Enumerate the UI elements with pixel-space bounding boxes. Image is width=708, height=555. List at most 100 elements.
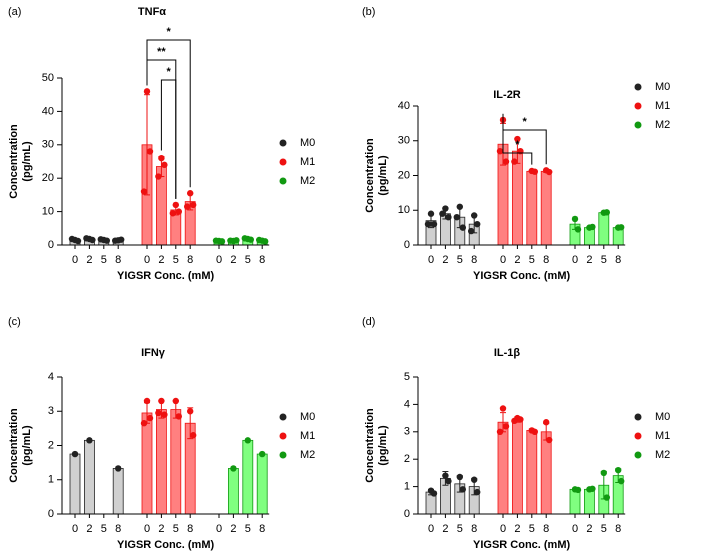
x-tick-label: 8 <box>615 523 621 535</box>
data-point <box>439 210 446 217</box>
data-point <box>531 168 538 175</box>
legend-marker <box>634 451 642 459</box>
x-axis-label: YIGSR Conc. (mM) <box>473 539 571 551</box>
legend-label: M0 <box>300 137 315 149</box>
legend-marker <box>279 158 287 166</box>
x-tick-label: 2 <box>86 254 92 266</box>
data-point <box>244 437 251 444</box>
bar <box>512 419 523 515</box>
legend-marker <box>279 413 287 421</box>
bar <box>227 468 239 515</box>
legend-label: M2 <box>300 449 315 461</box>
x-tick-label: 0 <box>572 254 578 266</box>
data-point <box>453 214 460 221</box>
data-point <box>247 236 254 243</box>
data-point <box>496 428 504 435</box>
y-tick-label: 10 <box>398 204 410 216</box>
x-tick-label: 0 <box>216 254 222 266</box>
legend-label: M1 <box>300 156 315 168</box>
data-point <box>511 417 518 425</box>
data-point <box>456 473 463 481</box>
y-tick-label: 3 <box>404 426 410 438</box>
data-point <box>74 237 82 245</box>
x-axis-label: YIGSR Conc. (mM) <box>117 539 215 551</box>
data-point <box>502 158 510 165</box>
panel-label: (b) <box>362 6 375 18</box>
x-tick-label: 8 <box>471 523 477 535</box>
data-point <box>471 212 478 219</box>
significance-label: * <box>515 139 520 151</box>
data-point <box>115 465 122 472</box>
x-tick-label: 5 <box>173 523 179 535</box>
legend-marker <box>279 432 287 440</box>
data-point <box>445 214 452 221</box>
data-point <box>603 209 610 216</box>
legend-marker <box>279 177 287 185</box>
data-point <box>169 210 176 217</box>
significance-bracket <box>146 39 191 188</box>
bar <box>540 170 552 246</box>
data-point <box>471 476 478 483</box>
data-point <box>140 188 148 195</box>
y-tick-label: 2 <box>404 453 410 465</box>
y-tick-label: 20 <box>42 172 54 184</box>
data-point <box>571 215 579 223</box>
x-tick-label: 2 <box>514 254 520 266</box>
x-tick-label: 0 <box>572 523 578 535</box>
data-point <box>424 220 432 228</box>
x-tick-label: 0 <box>428 254 434 266</box>
data-point <box>190 432 197 439</box>
x-tick-label: 0 <box>144 254 150 266</box>
data-point <box>543 419 550 426</box>
legend-label: M0 <box>655 81 670 93</box>
bar <box>598 212 610 246</box>
x-tick-label: 5 <box>173 254 179 266</box>
significance-label: * <box>166 66 171 78</box>
y-tick-label: 30 <box>398 135 410 147</box>
data-point <box>86 437 93 444</box>
data-point <box>146 414 154 422</box>
data-point <box>574 486 582 494</box>
chart-title: IFNγ <box>141 347 166 359</box>
data-point <box>89 236 96 244</box>
y-axis-label: Concentration(pg/mL) <box>364 408 389 483</box>
data-point <box>502 423 510 430</box>
data-point <box>256 236 263 244</box>
panel-label: (a) <box>8 6 21 18</box>
y-tick-label: 4 <box>48 371 54 383</box>
x-tick-label: 8 <box>187 254 193 266</box>
x-tick-label: 2 <box>586 523 592 535</box>
bar <box>584 488 595 515</box>
legend-marker <box>279 451 287 459</box>
bar <box>112 468 124 515</box>
legend-marker <box>634 83 642 91</box>
significance-bracket <box>160 79 177 199</box>
data-point <box>589 223 596 231</box>
y-axis-label-line: Concentration <box>364 408 376 483</box>
data-point <box>68 235 76 243</box>
data-point <box>143 397 151 405</box>
data-point <box>161 411 168 418</box>
data-point <box>496 147 504 155</box>
x-tick-label: 5 <box>529 254 535 266</box>
data-point <box>190 201 197 209</box>
legend-marker <box>634 102 642 110</box>
data-point <box>456 203 463 210</box>
x-tick-label: 0 <box>216 523 222 535</box>
legend-label: M0 <box>300 411 315 423</box>
y-tick-label: 0 <box>404 508 410 520</box>
x-tick-label: 0 <box>500 254 506 266</box>
x-tick-label: 5 <box>245 523 251 535</box>
x-tick-label: 8 <box>259 254 265 266</box>
x-tick-label: 5 <box>245 254 251 266</box>
data-point <box>161 161 168 169</box>
y-axis-label-line: Concentration <box>364 138 376 213</box>
bar <box>69 453 81 515</box>
legend-marker <box>634 413 642 421</box>
bar <box>141 412 153 515</box>
x-tick-label: 0 <box>72 254 78 266</box>
data-point <box>175 413 182 420</box>
data-point <box>442 472 449 479</box>
data-point <box>531 428 538 435</box>
x-tick-label: 5 <box>101 254 107 266</box>
